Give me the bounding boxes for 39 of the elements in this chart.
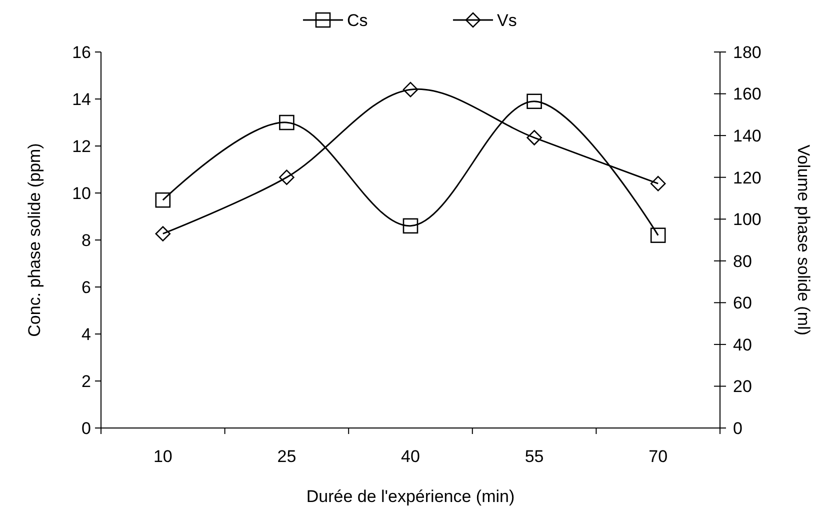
y2-tick-label: 0 xyxy=(733,418,742,438)
x-tick-label: 40 xyxy=(401,447,420,466)
point xyxy=(155,226,171,242)
point xyxy=(650,176,666,192)
y2-tick-label: 140 xyxy=(733,126,762,146)
point xyxy=(650,228,666,243)
point xyxy=(526,94,542,109)
y-tick-label: 10 xyxy=(72,184,91,203)
y2-tick-label: 100 xyxy=(733,210,762,230)
point xyxy=(402,218,418,234)
y2-tick-label: 120 xyxy=(733,168,762,188)
x-tick-label: 55 xyxy=(524,447,544,466)
y2-tick-label: 80 xyxy=(733,252,752,271)
x-tick-label: 10 xyxy=(153,447,172,466)
y-tick-label: 16 xyxy=(72,42,91,62)
y2-tick-label: 20 xyxy=(733,377,752,396)
point xyxy=(279,170,294,185)
y2-tick-label: 160 xyxy=(733,84,762,104)
y-tick-label: 14 xyxy=(72,90,91,109)
point xyxy=(402,82,418,98)
y-tick-label: 2 xyxy=(82,372,91,391)
legend-label: Vs xyxy=(497,10,517,30)
y-tick-label: 6 xyxy=(82,278,91,297)
x-axis-title: Durée de l'expérience (min) xyxy=(306,487,515,506)
y2-tick-label: 180 xyxy=(733,42,762,62)
point xyxy=(526,130,542,146)
y-tick-label: 4 xyxy=(82,324,91,344)
point xyxy=(155,192,171,208)
y-tick-label: 12 xyxy=(72,136,91,156)
y-tick-label: 0 xyxy=(82,418,91,438)
y-axis-title: Conc. phase solide (ppm) xyxy=(25,143,44,337)
y2-tick-label: 60 xyxy=(733,294,752,313)
x-tick-label: 25 xyxy=(277,447,296,466)
x-tick-label: 70 xyxy=(648,447,668,466)
y2-axis-title: Volume phase solide (ml) xyxy=(794,144,813,336)
y2-tick-label: 40 xyxy=(733,335,752,354)
point xyxy=(279,114,294,130)
y-tick-label: 8 xyxy=(82,230,91,250)
legend-label: Cs xyxy=(347,10,368,30)
